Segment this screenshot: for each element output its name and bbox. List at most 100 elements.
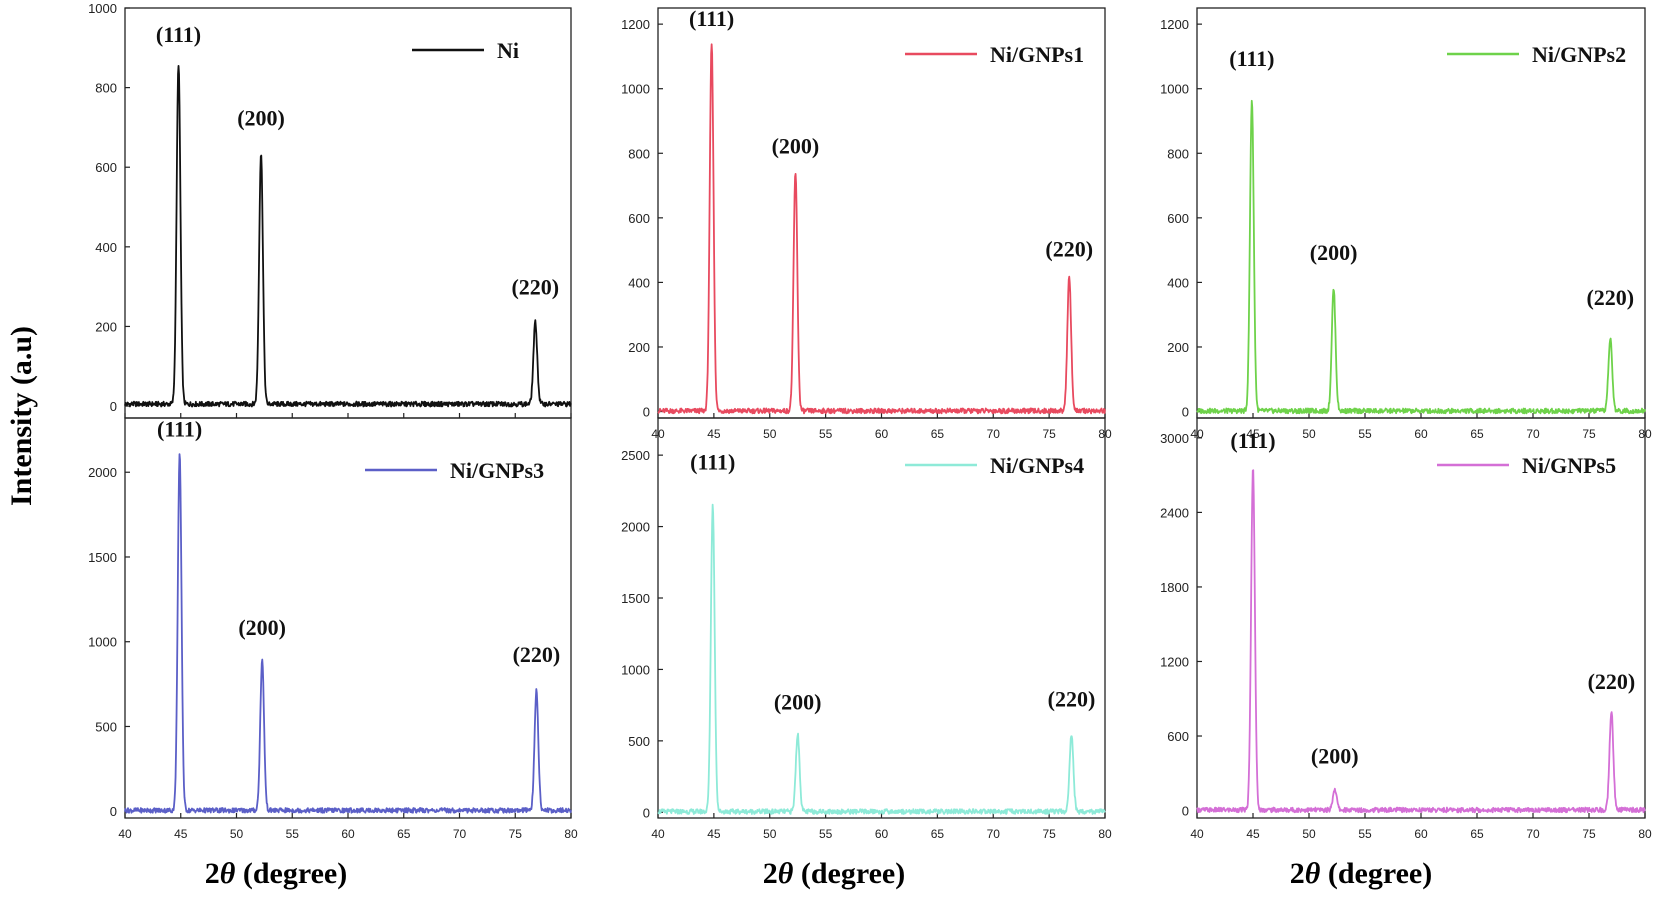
- x-tick-label: 60: [1414, 827, 1428, 841]
- x-tick-label: 60: [875, 827, 889, 841]
- x-tick-label: 65: [1470, 427, 1484, 441]
- x-tick-label: 80: [1098, 827, 1112, 841]
- y-tick-label: 1000: [1160, 82, 1189, 97]
- x-tick-label: 60: [341, 827, 355, 841]
- y-tick-label: 800: [628, 146, 650, 161]
- spectrum-line: [1196, 469, 1646, 814]
- plot-frame: [124, 7, 572, 419]
- x-axis-title-symbol: θ: [777, 857, 794, 890]
- x-tick-label: 40: [1190, 827, 1204, 841]
- x-tick-label: 75: [1582, 427, 1596, 441]
- x-tick-label: 70: [1526, 427, 1540, 441]
- xrd-panel-1: 0 200 400 600 800 1000 (111) (200) (220) Ni: [88, 1, 572, 419]
- legend-label: Ni: [497, 38, 519, 63]
- peak-label: (111): [1229, 46, 1274, 71]
- y-tick-label: 2500: [621, 448, 650, 463]
- x-tick-label: 75: [1582, 827, 1596, 841]
- peak-label: (111): [1230, 428, 1275, 453]
- peak-label: (220): [513, 642, 561, 667]
- x-tick-label: 45: [707, 827, 721, 841]
- spectrum-line: [1196, 99, 1646, 415]
- x-tick-label: 40: [118, 827, 132, 841]
- legend-label: Ni/GNPs5: [1522, 453, 1616, 478]
- x-tick-label: 75: [1042, 827, 1056, 841]
- y-tick-label: 600: [628, 211, 650, 226]
- x-tick-label: 70: [987, 427, 1001, 441]
- peak-label: (220): [1588, 669, 1636, 694]
- x-axis-title-suffix: (degree): [1320, 857, 1433, 890]
- x-tick-label: 75: [509, 827, 523, 841]
- plot-frame: [657, 7, 1106, 419]
- peak-label: (200): [774, 689, 822, 714]
- x-tick-label: 70: [453, 827, 467, 841]
- x-axis-title-prefix: 2: [762, 857, 778, 890]
- x-tick-label: 70: [1526, 827, 1540, 841]
- plot-frame: [657, 417, 1106, 819]
- y-tick-label: 1500: [88, 550, 117, 565]
- y-tick-label: 2400: [1160, 505, 1189, 520]
- y-tick-label: 800: [95, 81, 117, 96]
- y-tick-label: 200: [95, 319, 117, 334]
- y-tick-label: 0: [110, 804, 117, 819]
- y-tick-label: 1200: [621, 17, 650, 32]
- plot-frame: [1196, 417, 1646, 819]
- x-tick-label: 60: [875, 427, 889, 441]
- x-tick-label: 55: [1358, 427, 1372, 441]
- peak-label: (200): [772, 133, 820, 158]
- y-tick-label: 1000: [88, 1, 117, 16]
- x-axis-title-symbol: θ: [219, 857, 236, 890]
- x-tick-label: 60: [1414, 427, 1428, 441]
- x-tick-label: 50: [230, 827, 244, 841]
- x-axis-title-prefix: 2: [1289, 857, 1305, 890]
- y-tick-label: 0: [110, 399, 117, 414]
- x-tick-label: 65: [931, 827, 945, 841]
- y-tick-label: 1000: [88, 635, 117, 650]
- y-tick-label: 600: [1167, 211, 1189, 226]
- y-tick-label: 1200: [1160, 654, 1189, 669]
- y-tick-label: 200: [1167, 340, 1189, 355]
- x-tick-label: 55: [819, 827, 833, 841]
- x-tick-label: 65: [397, 827, 411, 841]
- legend-label: Ni/GNPs2: [1532, 42, 1626, 67]
- y-tick-label: 0: [1182, 804, 1189, 819]
- peak-label: (200): [1311, 743, 1359, 768]
- y-tick-label: 0: [643, 805, 650, 820]
- x-tick-label: 65: [931, 427, 945, 441]
- y-tick-label: 1200: [1160, 17, 1189, 32]
- y-tick-label: 3000: [1160, 431, 1189, 446]
- y-tick-label: 400: [628, 275, 650, 290]
- peak-label: (200): [237, 105, 285, 130]
- y-tick-label: 0: [643, 405, 650, 420]
- x-axis-title-prefix: 2: [204, 857, 220, 890]
- x-tick-label: 55: [286, 827, 300, 841]
- peak-label: (220): [511, 275, 559, 300]
- xrd-panel-5: 0 500 1000 1500 2000 2500 40 45 50 55 60 65 70 75 80 (1…: [621, 417, 1112, 841]
- x-tick-label: 65: [1470, 827, 1484, 841]
- x-tick-label: 50: [1302, 427, 1316, 441]
- y-tick-label: 1000: [621, 662, 650, 677]
- x-axis-title-suffix: (degree): [793, 857, 906, 890]
- y-tick-label: 1500: [621, 591, 650, 606]
- x-tick-label: 45: [1246, 827, 1260, 841]
- peak-label: (111): [689, 6, 734, 31]
- y-tick-label: 400: [1167, 275, 1189, 290]
- legend-label: Ni/GNPs4: [990, 453, 1084, 478]
- x-tick-label: 40: [651, 827, 665, 841]
- x-tick-label: 45: [174, 827, 188, 841]
- peak-label: (111): [690, 449, 735, 474]
- y-tick-label: 500: [95, 719, 117, 734]
- y-axis-title-text: Intensity (a.u): [5, 325, 38, 507]
- x-axis-title-symbol: θ: [1304, 857, 1321, 890]
- spectrum-line: [124, 64, 572, 408]
- peak-label: (200): [238, 615, 286, 640]
- peak-label: (111): [157, 417, 202, 442]
- y-tick-label: 500: [628, 734, 650, 749]
- y-tick-label: 0: [1182, 405, 1189, 420]
- y-tick-label: 400: [95, 240, 117, 255]
- x-tick-label: 45: [1246, 427, 1260, 441]
- y-tick-label: 600: [1167, 729, 1189, 744]
- x-axis-title-suffix: (degree): [235, 857, 348, 890]
